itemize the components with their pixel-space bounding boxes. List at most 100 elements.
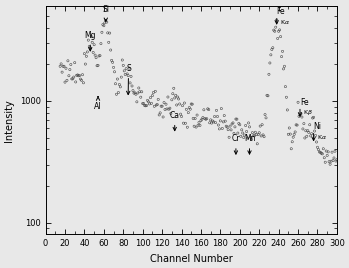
- Point: [329, 150, 335, 154]
- Point: [285, 132, 291, 136]
- Point: [198, 118, 204, 123]
- Point: [216, 123, 221, 127]
- Point: [92, 53, 98, 57]
- Point: [187, 107, 193, 111]
- Point: [331, 156, 337, 160]
- Point: [156, 113, 162, 117]
- Point: [326, 159, 332, 164]
- Point: [239, 128, 245, 132]
- Point: [211, 120, 216, 124]
- Point: [134, 100, 140, 104]
- Point: [133, 92, 139, 96]
- Point: [74, 73, 80, 77]
- Point: [269, 47, 275, 52]
- Point: [304, 134, 310, 138]
- Point: [248, 137, 254, 142]
- Point: [277, 28, 282, 32]
- Point: [108, 48, 113, 52]
- Point: [235, 131, 241, 135]
- Point: [307, 122, 312, 127]
- Point: [288, 132, 293, 136]
- Point: [68, 62, 74, 67]
- Point: [131, 91, 137, 95]
- Point: [112, 70, 117, 74]
- Point: [136, 86, 142, 90]
- Point: [280, 49, 285, 54]
- Point: [231, 131, 237, 136]
- Point: [191, 124, 197, 128]
- Point: [279, 54, 284, 59]
- Point: [154, 103, 159, 107]
- Point: [163, 102, 169, 106]
- Point: [124, 72, 130, 76]
- Point: [237, 123, 243, 127]
- Point: [125, 73, 131, 78]
- Point: [160, 115, 166, 119]
- Point: [275, 36, 281, 41]
- Text: Si: Si: [102, 5, 109, 21]
- Point: [262, 112, 268, 117]
- Point: [184, 107, 189, 111]
- Point: [155, 97, 161, 102]
- Point: [282, 64, 287, 68]
- Point: [210, 119, 215, 123]
- Point: [73, 80, 79, 84]
- Point: [302, 136, 307, 140]
- Point: [293, 123, 299, 127]
- Point: [179, 114, 184, 119]
- Point: [88, 46, 93, 50]
- Point: [223, 124, 229, 128]
- Point: [306, 130, 312, 135]
- Point: [284, 95, 289, 99]
- Point: [57, 64, 63, 68]
- Point: [110, 60, 116, 65]
- Point: [83, 54, 89, 58]
- Point: [278, 35, 283, 39]
- Point: [168, 111, 174, 116]
- Point: [119, 58, 125, 62]
- Point: [82, 51, 87, 56]
- Point: [209, 121, 214, 125]
- Point: [258, 124, 263, 128]
- Point: [138, 95, 143, 99]
- Text: S: S: [126, 64, 131, 95]
- Point: [203, 117, 209, 121]
- Point: [267, 61, 273, 65]
- Point: [111, 65, 116, 69]
- Point: [240, 131, 245, 135]
- Point: [147, 102, 152, 106]
- Point: [162, 107, 168, 111]
- Point: [83, 62, 88, 66]
- Point: [144, 103, 149, 108]
- Point: [283, 84, 288, 89]
- Point: [292, 130, 298, 134]
- Point: [103, 18, 109, 23]
- Point: [180, 103, 185, 108]
- Point: [291, 132, 297, 137]
- Point: [127, 81, 133, 85]
- Point: [258, 134, 264, 138]
- Point: [99, 30, 105, 35]
- Point: [116, 90, 121, 95]
- Point: [71, 75, 76, 79]
- Point: [199, 117, 205, 121]
- Point: [201, 108, 207, 112]
- Point: [84, 50, 90, 54]
- Point: [172, 96, 178, 100]
- Point: [114, 92, 119, 96]
- Point: [113, 81, 118, 86]
- Point: [62, 80, 68, 84]
- Point: [137, 90, 142, 94]
- Point: [215, 114, 220, 119]
- Point: [313, 133, 318, 137]
- Point: [121, 69, 127, 73]
- Point: [192, 116, 198, 121]
- Point: [106, 40, 111, 44]
- Point: [289, 140, 295, 144]
- Point: [333, 159, 339, 163]
- Point: [310, 116, 315, 120]
- Point: [132, 91, 138, 95]
- Point: [139, 90, 144, 94]
- Point: [67, 68, 73, 72]
- Point: [266, 72, 272, 76]
